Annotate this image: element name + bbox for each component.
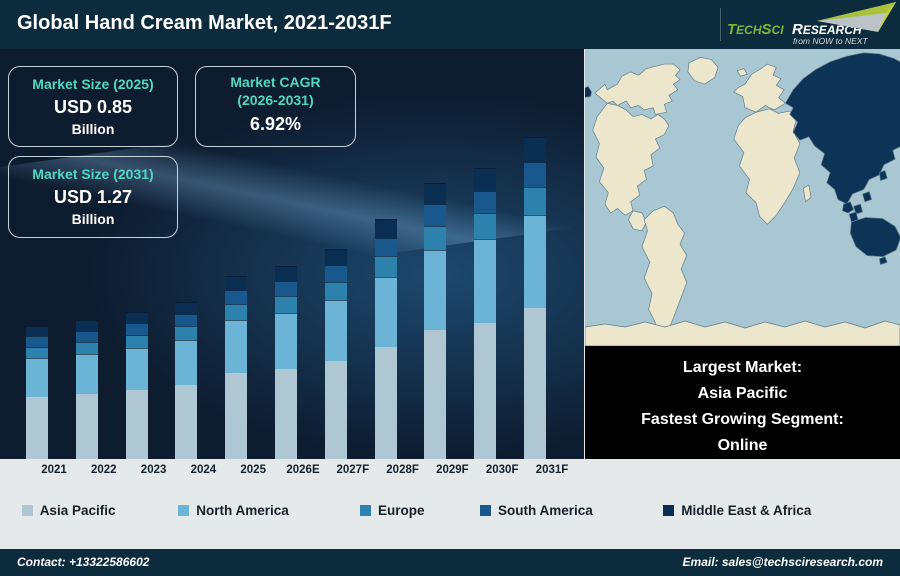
svg-text:from NOW to NEXT: from NOW to NEXT [793, 36, 868, 46]
svg-text:TECHSCI: TECHSCI [727, 21, 784, 38]
